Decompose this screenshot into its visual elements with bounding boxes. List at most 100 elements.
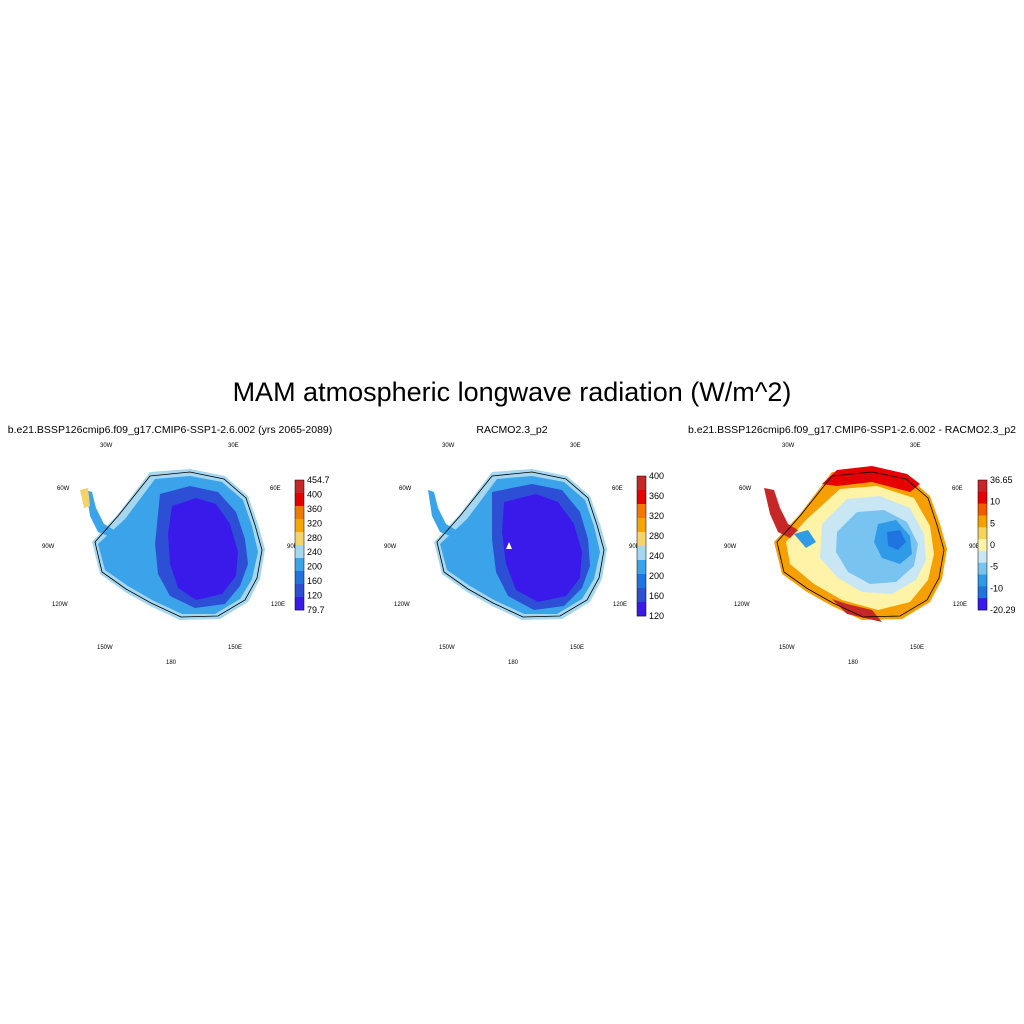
lon-label: 90W [42,544,55,550]
colorbar-swatch [637,476,646,491]
colorbar-label: 400 [649,471,664,481]
longitude-labels: 30W 30E 60W 60E 90W 90E 120W 120E 150W 1… [42,443,298,666]
lon-label: 120W [52,602,68,608]
colorbar-label: 120 [307,591,322,601]
colorbar-swatch [295,532,304,546]
antarctica-map [428,469,607,620]
coastline [776,471,945,618]
lon-label: 60E [952,486,963,492]
colorbar-label: 360 [307,504,322,514]
lon-label: 90W [384,544,397,550]
colorbar-label: 200 [649,571,664,581]
map-panel-racmo: RACMO2.3_p2 30W 30E 60W 60E 90W 90E 120W… [342,424,682,674]
lon-label: 30E [570,443,581,449]
longitude-labels: 30W 30E 60W 60E 90W 90E 120W 120E 150W 1… [724,443,980,666]
peninsula-tip [80,488,90,508]
peninsula [86,490,114,536]
lon-label: 120E [271,602,285,608]
colorbar: 454.7 400 360 320 280 240 200 160 120 79.7 [294,475,330,615]
lon-label: 180 [166,660,177,666]
coastline [94,471,263,618]
longitude-labels: 30W 30E 60W 60E 90W 90E 120W 120E 150W 1… [384,443,640,666]
map-panel-difference: b.e21.BSSP126cmip6.f09_g17.CMIP6-SSP1-2.… [682,424,1022,674]
colorbar-swatch [295,480,304,494]
colorbar-label: 240 [649,551,664,561]
colorbar-label: 454.7 [307,475,330,485]
lon-label: 150E [228,645,242,651]
missing-point [506,542,512,549]
colorbar-swatch [978,527,987,540]
lon-label: 120E [953,602,967,608]
colorbar-label: 160 [649,591,664,601]
colorbar-swatch [295,584,304,598]
map-svg: 30W 30E 60W 60E 90W 90E 120W 120E 150W 1… [42,443,330,666]
lon-label: 180 [508,660,519,666]
panel-title: RACMO2.3_p2 [476,424,548,436]
lon-label: 30W [442,443,455,449]
lon-label: 120W [394,602,410,608]
lon-label: 120E [613,602,627,608]
main-title: MAM atmospheric longwave radiation (W/m^… [232,377,792,407]
lon-label: 90E [629,544,640,550]
colorbar-swatch [295,506,304,520]
panel-title: b.e21.BSSP126cmip6.f09_g17.CMIP6-SSP1-2.… [7,424,333,436]
colorbar-swatch [637,518,646,533]
colorbar-swatch [978,586,987,599]
colorbar-label: -10 [990,583,1003,593]
colorbar-label: 10 [990,497,1000,507]
antarctica-map [80,469,265,620]
colorbar-label: 360 [649,491,664,501]
colorbar-label: 160 [307,576,322,586]
lon-label: 30E [910,443,921,449]
lon-label: 120W [734,602,750,608]
colorbar-label: 0 [990,540,995,550]
lon-label: 60E [612,486,623,492]
colorbar-frame [636,475,647,617]
colorbar-label: 280 [649,531,664,541]
anomaly-rim-red [822,466,920,492]
panel-title: b.e21.BSSP126cmip6.f09_g17.CMIP6-SSP1-2.… [687,424,1017,436]
map-svg: 30W 30E 60W 60E 90W 90E 120W 120E 150W 1… [724,443,1016,666]
colorbar-label: 36.65 [990,475,1013,485]
lon-label: 180 [848,660,859,666]
colorbar-swatch [637,532,646,547]
colorbar-frame [294,479,305,611]
lon-label: 150E [910,645,924,651]
map-panel-model: b.e21.BSSP126cmip6.f09_g17.CMIP6-SSP1-2.… [0,424,340,674]
colorbar-swatch [978,574,987,587]
lon-label: 60W [57,486,70,492]
colorbar-frame [977,479,988,611]
lon-label: 150W [97,645,113,651]
colorbar-swatch [978,562,987,575]
colorbar-swatch [978,480,987,493]
colorbar-swatch [637,602,646,617]
lon-label: 90W [724,544,737,550]
colorbar-swatch [637,560,646,575]
colorbar-swatch [978,515,987,528]
lon-label: 60W [399,486,412,492]
colorbar-swatch [637,546,646,561]
lon-label: 30W [100,443,113,449]
colorbar-swatch [637,504,646,519]
colorbar-swatch [978,598,987,611]
antarctica-map [764,466,947,622]
colorbar-swatch [295,493,304,507]
colorbar: 36.65 10 5 0 -5 -10 -20.29 [977,475,1016,615]
coastline [436,471,605,618]
colorbar-label: 200 [307,562,322,572]
colorbar-swatch [978,539,987,552]
colorbar-swatch [295,597,304,611]
lon-label: 60E [270,486,281,492]
colorbar-label: 120 [649,611,664,621]
colorbar-label: 240 [307,547,322,557]
colorbar-label: -20.29 [990,605,1016,615]
anomaly-neg-strongest [887,530,906,550]
colorbar-swatch [978,491,987,504]
colorbar-label: 400 [307,489,322,499]
colorbar-label: 79.7 [307,605,325,615]
ice-interior-core [502,494,582,602]
ice-interior-core [168,498,238,600]
colorbar-label: 320 [307,518,322,528]
colorbar-label: 280 [307,533,322,543]
colorbar-swatch [295,519,304,533]
